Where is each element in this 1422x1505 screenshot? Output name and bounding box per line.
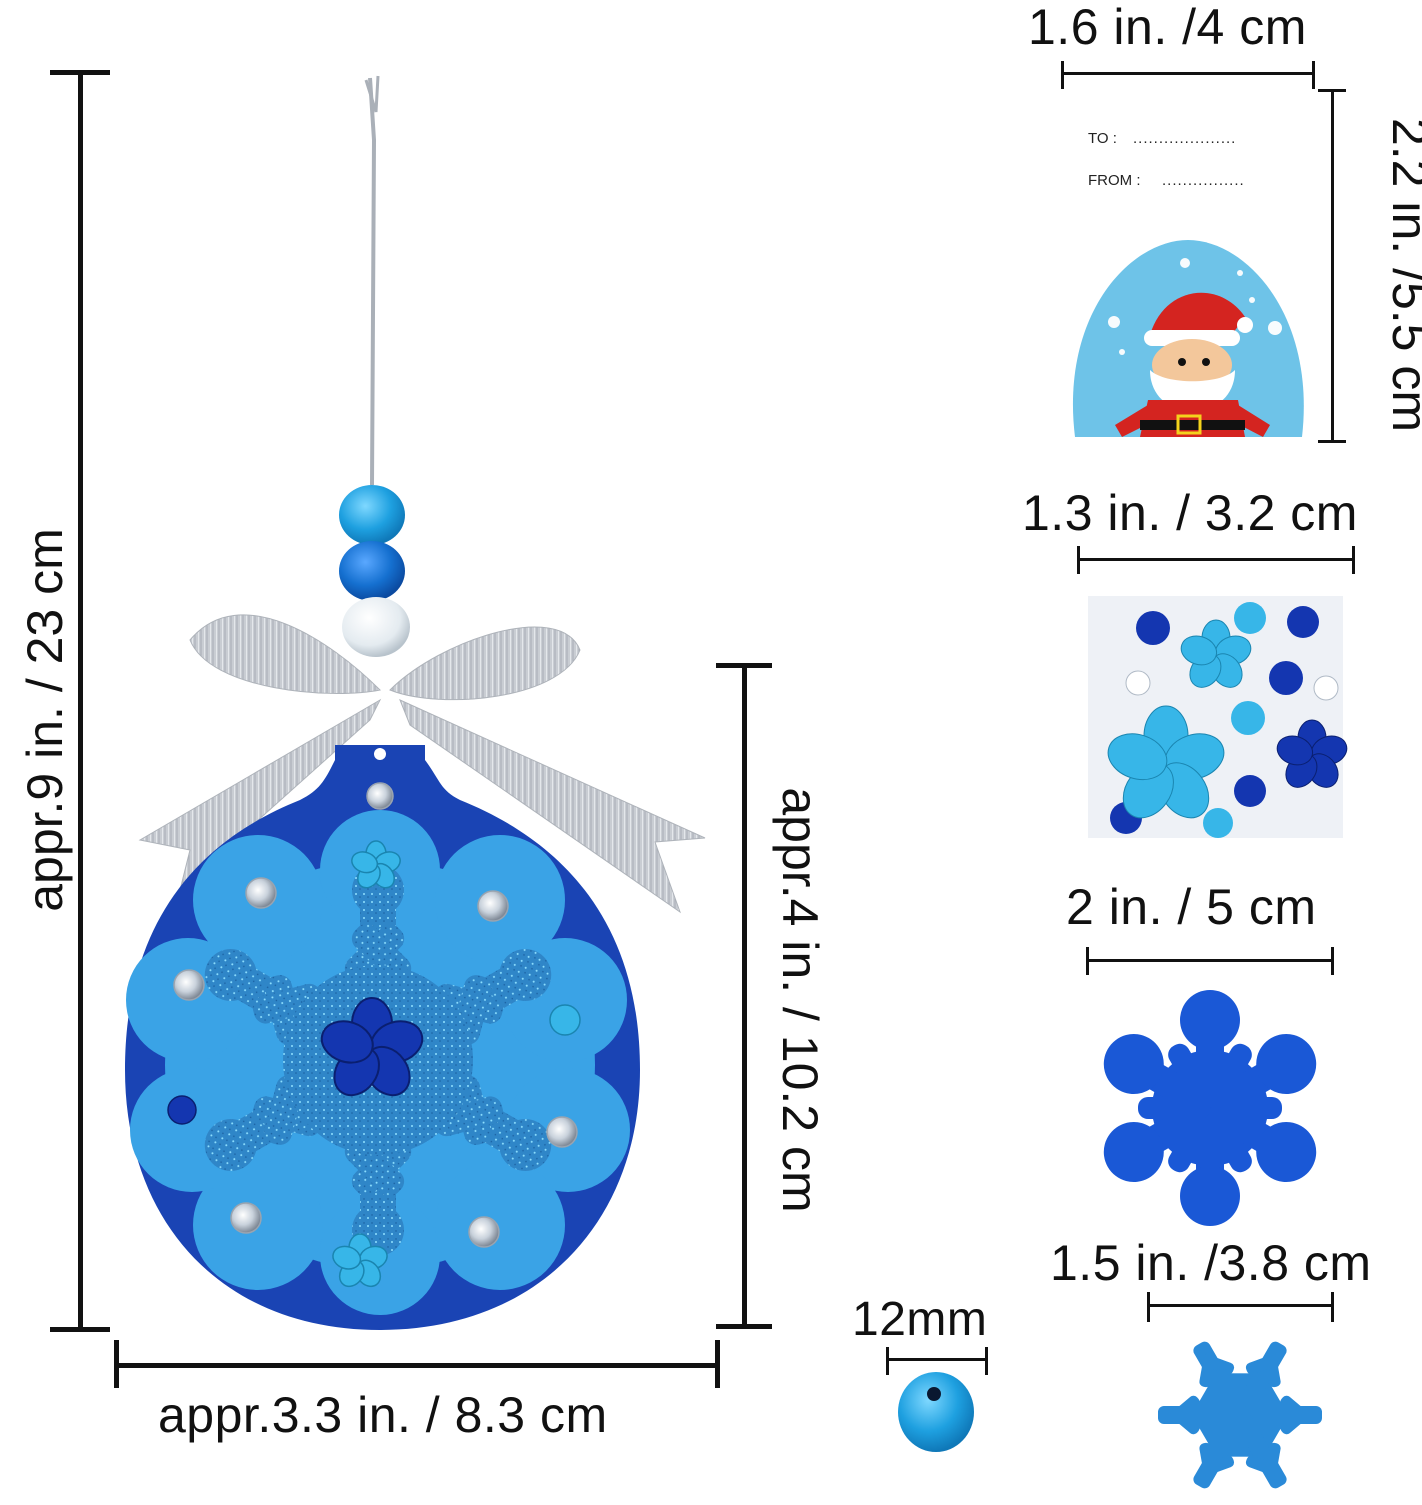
gift-tag-height-cap-bottom <box>1318 440 1346 443</box>
small-snowflake-width-cap-left <box>1147 1292 1150 1322</box>
bead-size-label: 12mm <box>852 1293 988 1346</box>
gift-tag-height-label: 2.2 in. /5.5 cm <box>1382 117 1422 433</box>
body-height-cap-bottom <box>716 1324 772 1329</box>
body-height-line <box>742 665 747 1327</box>
gift-tag-to-line: .................... <box>1133 130 1237 147</box>
large-snowflake-width-line <box>1087 959 1333 962</box>
small-snowflake-width-label: 1.5 in. /3.8 cm <box>1050 1235 1372 1291</box>
width-cap-left <box>114 1340 119 1388</box>
gift-tag-from-line: ................ <box>1162 172 1245 189</box>
gift-tag-height-cap-top <box>1318 89 1346 92</box>
bead-size-cap-right <box>985 1347 988 1375</box>
total-height-cap-top <box>50 70 110 75</box>
santa-illustration <box>1072 240 1304 437</box>
small-snowflake-width-cap-right <box>1331 1292 1334 1322</box>
body-height-cap-top <box>716 663 772 668</box>
small-snowflake-image <box>1158 1341 1322 1489</box>
gift-tag-width-cap-left <box>1061 61 1064 89</box>
bead-image <box>898 1372 974 1452</box>
gem-sheet-width-cap-right <box>1352 546 1355 574</box>
small-snowflake-width-line <box>1148 1304 1333 1307</box>
gift-tag-to-label: TO : <box>1088 130 1117 147</box>
total-height-line <box>78 72 83 1330</box>
gift-tag-width-label: 1.6 in. /4 cm <box>1028 0 1307 55</box>
gem-sheet-width-label: 1.3 in. / 3.2 cm <box>1022 485 1358 541</box>
large-snowflake-width-cap-left <box>1086 947 1089 975</box>
large-snowflake-width-label: 2 in. / 5 cm <box>1066 879 1317 935</box>
gift-tag-width-cap-right <box>1312 61 1315 89</box>
bead-size-cap-left <box>886 1347 889 1375</box>
large-snowflake-image <box>1103 990 1317 1226</box>
gift-tag-height-line <box>1331 90 1334 442</box>
large-snowflake-width-cap-right <box>1331 947 1334 975</box>
total-height-cap-bottom <box>50 1327 110 1332</box>
bead-size-line <box>887 1358 987 1361</box>
gem-sheet-width-cap-left <box>1077 546 1080 574</box>
gift-tag-width-line <box>1062 72 1314 75</box>
gem-sticker-sheet <box>1088 596 1348 838</box>
gift-tag-from-label: FROM : <box>1088 172 1141 189</box>
width-cap-right <box>715 1340 720 1388</box>
width-label: appr.3.3 in. / 8.3 cm <box>158 1387 608 1443</box>
width-line <box>116 1363 718 1368</box>
gem-sheet-width-line <box>1078 558 1354 561</box>
